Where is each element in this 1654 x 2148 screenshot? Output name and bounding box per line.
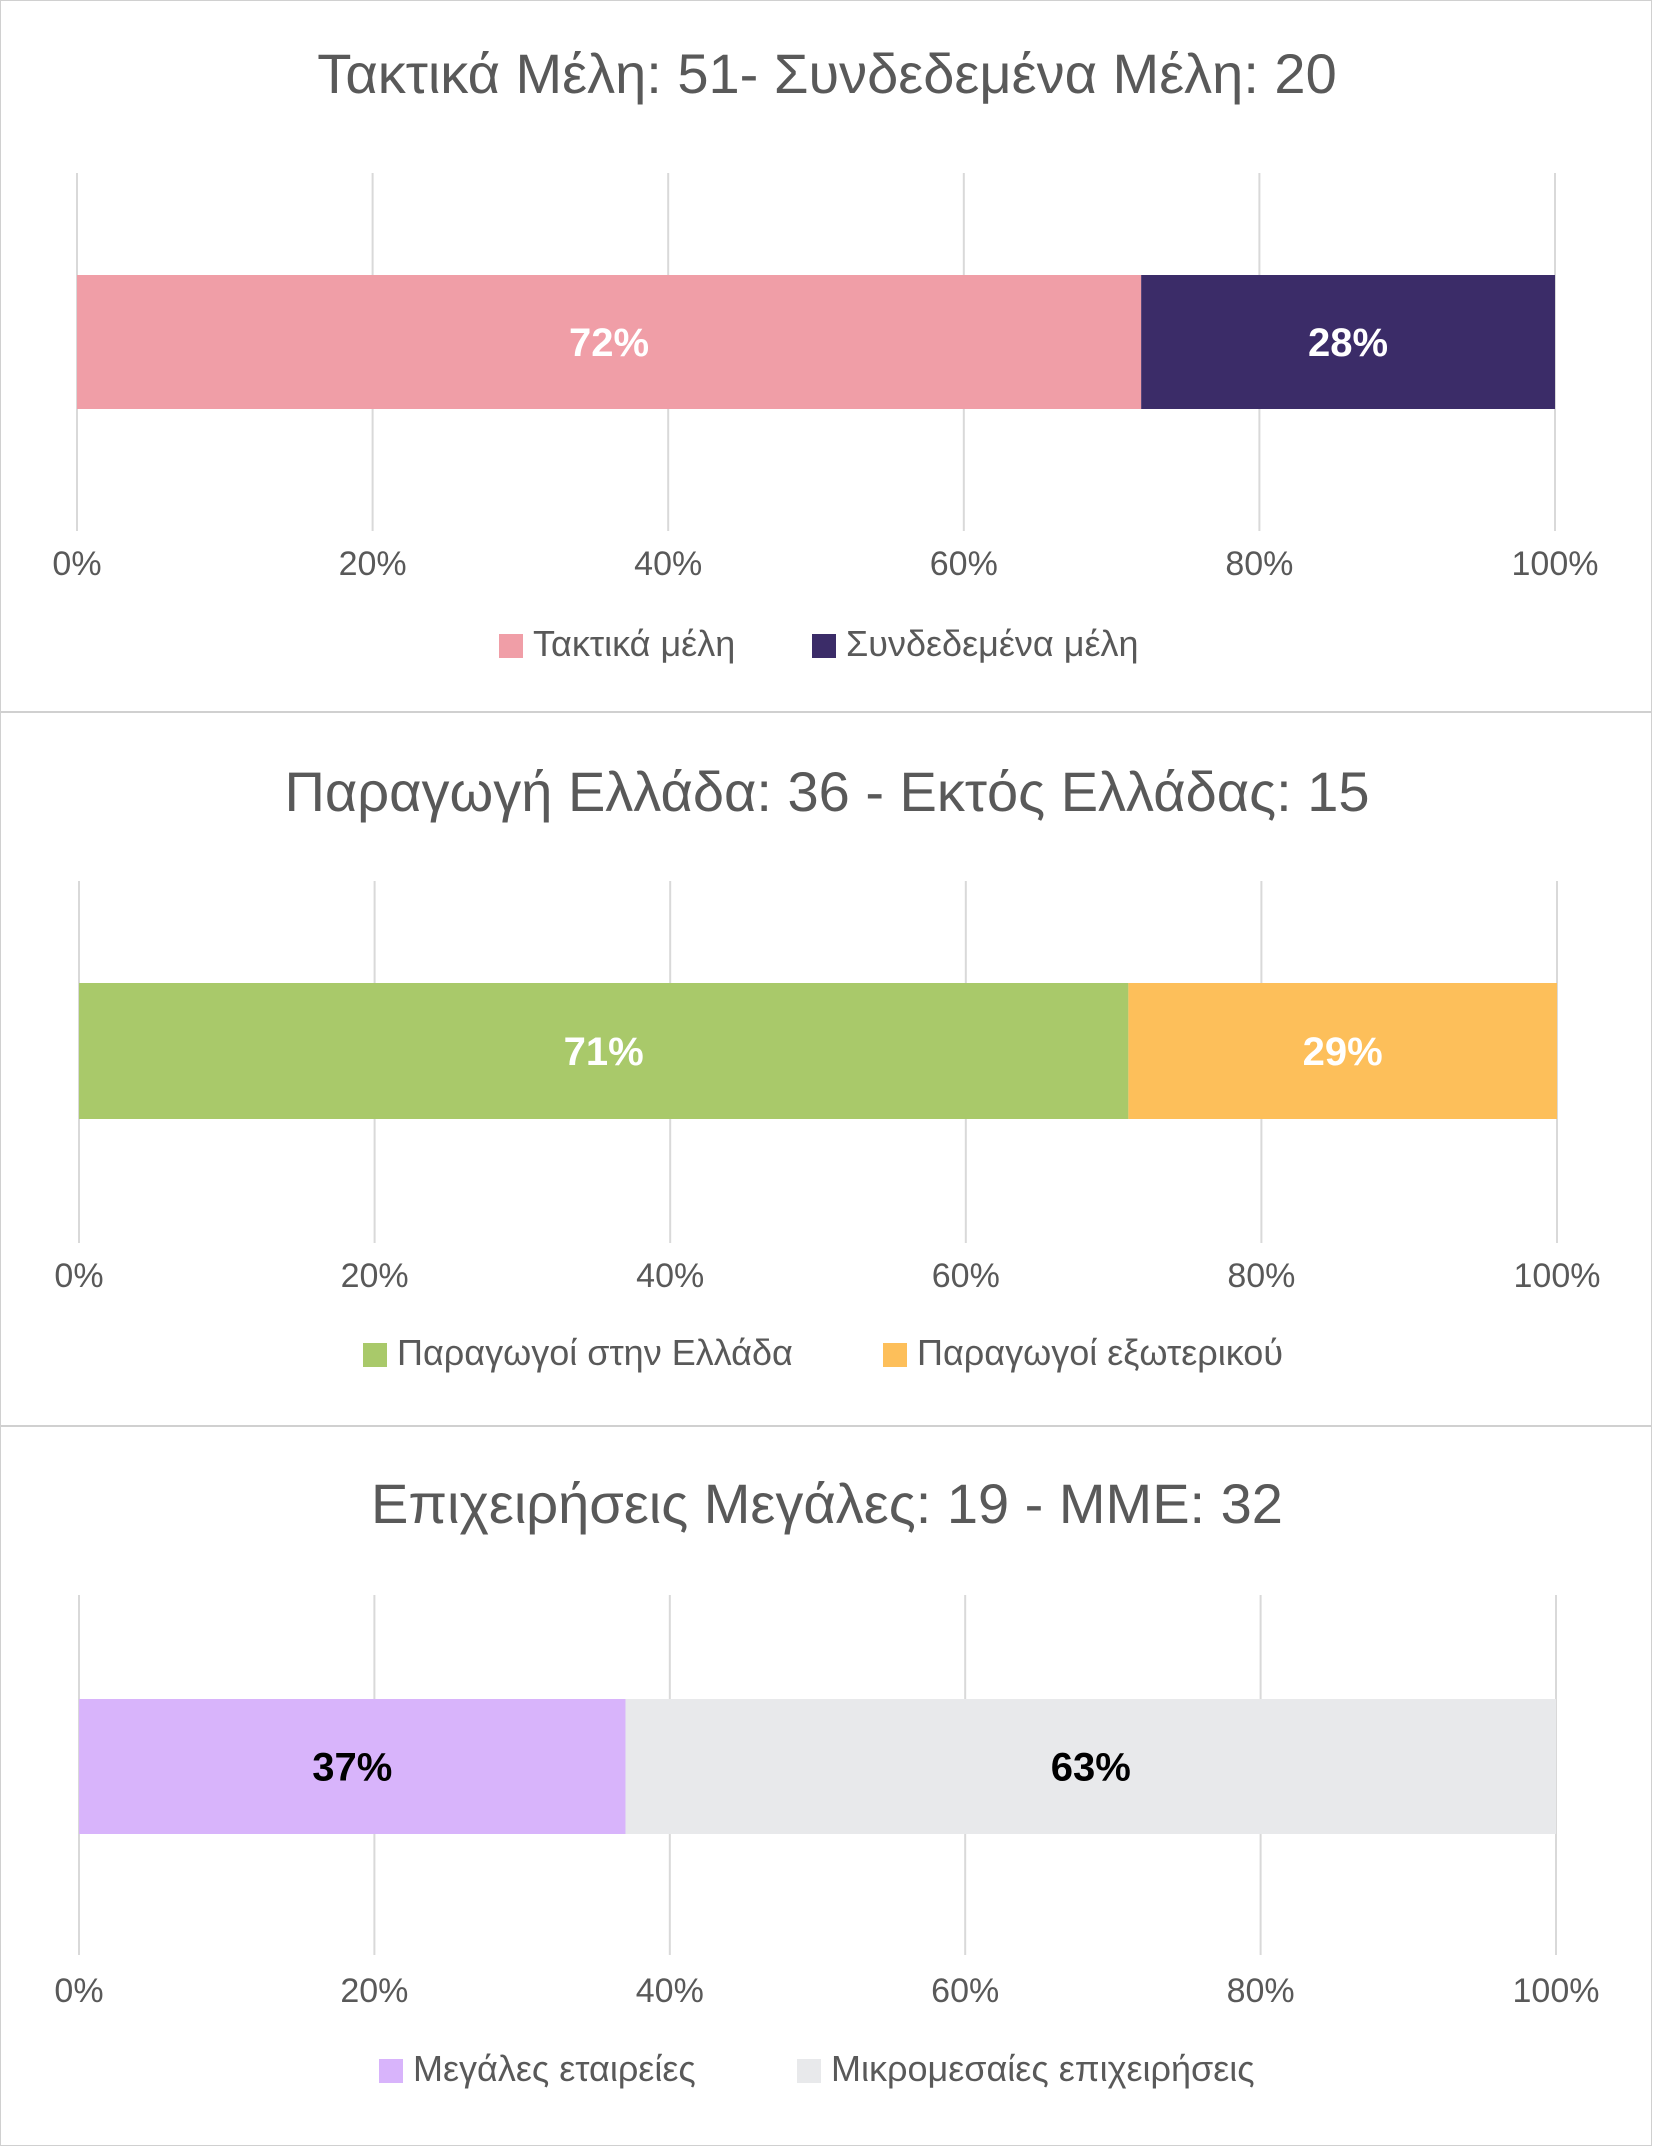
x-tick-label: 0% (52, 545, 101, 583)
x-tick-label: 60% (932, 1257, 1000, 1295)
legend-swatch (797, 2059, 821, 2083)
x-tick-label: 40% (634, 545, 702, 583)
legend-label: Παραγωγοί στην Ελλάδα (397, 1332, 793, 1373)
legend-label: Συνδεδεμένα μέλη (846, 623, 1139, 664)
bar-segment (1141, 275, 1555, 409)
data-label: 28% (1308, 321, 1388, 365)
bar-segment (1128, 983, 1557, 1119)
x-tick-label: 80% (1227, 1972, 1295, 2010)
bar-segment (79, 1699, 626, 1834)
data-label: 37% (312, 1746, 392, 1790)
legend-swatch (812, 634, 836, 658)
x-tick-label: 0% (54, 1257, 103, 1295)
data-label: 71% (564, 1030, 644, 1074)
chart-panel-production: Παραγωγή Ελλάδα: 36 - Εκτός Ελλάδας: 15 0… (0, 712, 1652, 1426)
chart-panel-companies: Επιχειρήσεις Μεγάλες: 19 - ΜΜΕ: 32 0% 20% 4… (0, 1426, 1652, 2146)
chart-title: Παραγωγή Ελλάδα: 36 - Εκτός Ελλάδας: 15 (284, 760, 1369, 823)
chart-members: Τακτικά Μέλη: 51- Συνδεδεμένα Μέλη: 20 0%… (52, 42, 1599, 664)
legend-label: Μικρομεσαίες επιχειρήσεις (831, 2048, 1255, 2089)
x-tick-label: 100% (1513, 1972, 1600, 2010)
x-tick-label: 60% (931, 1972, 999, 2010)
data-label: 63% (1051, 1746, 1131, 1790)
x-tick-label: 20% (340, 1972, 408, 2010)
legend-swatch (883, 1343, 907, 1367)
x-tick-label: 0% (54, 1972, 103, 2010)
chart-title: Επιχειρήσεις Μεγάλες: 19 - ΜΜΕ: 32 (371, 1472, 1283, 1535)
x-tick-label: 20% (341, 1257, 409, 1295)
chart-production: Παραγωγή Ελλάδα: 36 - Εκτός Ελλάδας: 15 0… (54, 760, 1601, 1373)
bar-segment (625, 1699, 1556, 1834)
data-label: 29% (1303, 1030, 1383, 1074)
bar-segment (77, 275, 1142, 409)
x-tick-label: 40% (636, 1257, 704, 1295)
chart-title: Τακτικά Μέλη: 51- Συνδεδεμένα Μέλη: 20 (317, 42, 1336, 105)
legend-label: Τακτικά μέλη (533, 623, 735, 664)
legend-swatch (499, 634, 523, 658)
x-tick-label: 20% (339, 545, 407, 583)
x-tick-label: 100% (1512, 545, 1599, 583)
x-tick-label: 40% (636, 1972, 704, 2010)
legend-swatch (363, 1343, 387, 1367)
legend-label: Παραγωγοί εξωτερικού (917, 1332, 1283, 1373)
x-tick-label: 60% (930, 545, 998, 583)
chart-panel-members: Τακτικά Μέλη: 51- Συνδεδεμένα Μέλη: 20 0%… (0, 0, 1652, 712)
bar-segment (79, 983, 1129, 1119)
x-tick-label: 80% (1225, 545, 1293, 583)
x-tick-label: 100% (1514, 1257, 1601, 1295)
x-tick-label: 80% (1227, 1257, 1295, 1295)
data-label: 72% (569, 321, 649, 365)
legend-swatch (379, 2059, 403, 2083)
chart-companies: Επιχειρήσεις Μεγάλες: 19 - ΜΜΕ: 32 0% 20% 4… (54, 1472, 1600, 2089)
legend-label: Μεγάλες εταιρείες (413, 2048, 696, 2089)
